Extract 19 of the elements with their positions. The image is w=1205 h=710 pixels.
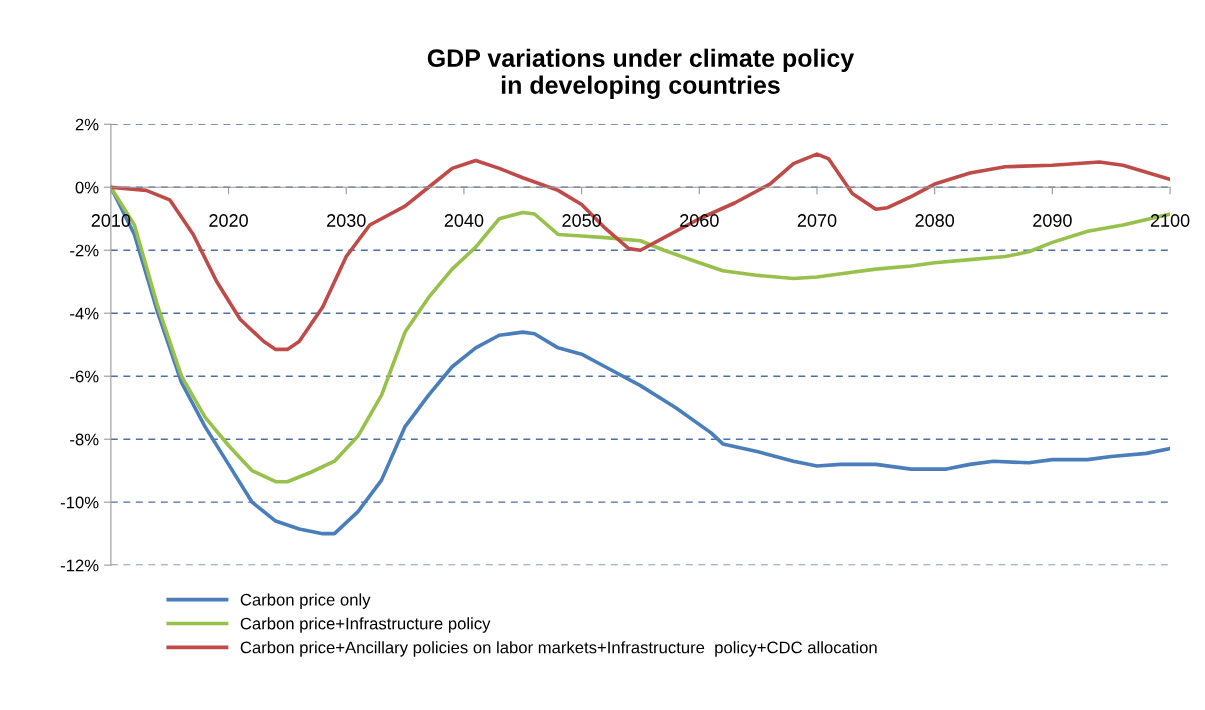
y-tick-label: -4% (70, 307, 99, 320)
legend-label: Carbon price only (240, 593, 371, 609)
chart-title: GDP variations under climate policy in developing countries (427, 48, 855, 99)
y-tick-label: -8% (70, 433, 99, 446)
y-tick-label: 2% (75, 118, 99, 131)
y-tick-label: -6% (70, 370, 99, 383)
y-tick-label: -2% (70, 244, 99, 257)
x-tick-label: 2080 (915, 214, 955, 227)
y-tick-label: -12% (60, 559, 99, 572)
x-tick-label: 2030 (327, 214, 366, 227)
x-tick-label: 2090 (1033, 214, 1072, 227)
x-tick-label: 2040 (444, 214, 484, 227)
y-tick-label: -10% (60, 496, 99, 509)
y-tick-label: 0% (75, 181, 99, 194)
legend-label: Carbon price+Ancillary policies on labor markets+Infrastructure policy+CDC allocation (240, 641, 877, 657)
x-tick-label: 2020 (209, 214, 248, 227)
legend-label: Carbon price+Infrastructure policy (240, 617, 491, 633)
x-tick-label: 2070 (797, 214, 837, 227)
x-tick-label: 2100 (1150, 214, 1190, 227)
